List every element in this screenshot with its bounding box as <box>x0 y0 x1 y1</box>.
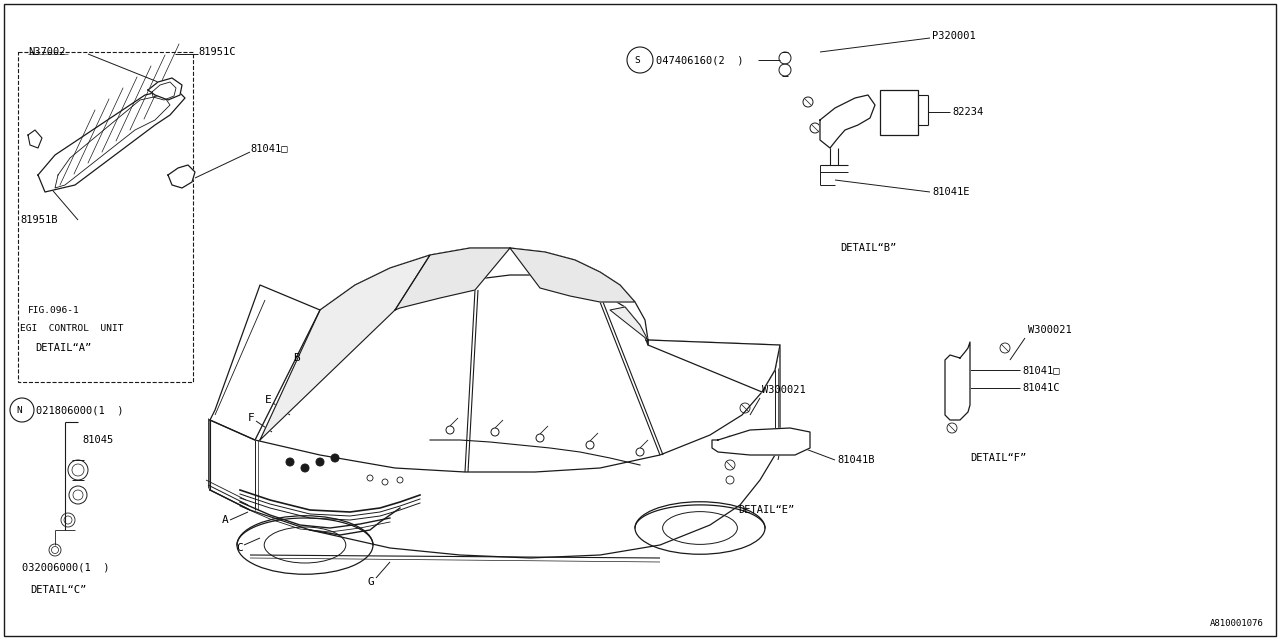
Text: 047406160(2  ): 047406160(2 ) <box>657 55 744 65</box>
Text: 81041C: 81041C <box>1021 383 1060 393</box>
Text: N37002: N37002 <box>28 47 65 57</box>
Text: 82234: 82234 <box>952 107 983 117</box>
Polygon shape <box>820 95 876 148</box>
Polygon shape <box>320 248 648 345</box>
Polygon shape <box>611 307 648 340</box>
Polygon shape <box>945 342 970 420</box>
Bar <box>881 90 918 135</box>
Polygon shape <box>210 285 320 440</box>
Circle shape <box>301 464 308 472</box>
Text: DETAIL“A”: DETAIL“A” <box>35 343 91 353</box>
Circle shape <box>316 458 324 466</box>
Text: 81041□: 81041□ <box>250 143 288 153</box>
Text: 81045: 81045 <box>82 435 113 445</box>
Text: 81951B: 81951B <box>20 215 58 225</box>
Text: 032006000(1  ): 032006000(1 ) <box>22 563 110 573</box>
Text: DETAIL“E”: DETAIL“E” <box>739 505 795 515</box>
Polygon shape <box>168 165 195 188</box>
Polygon shape <box>148 78 182 100</box>
Polygon shape <box>712 428 810 455</box>
Text: B: B <box>293 353 300 363</box>
Text: W300021: W300021 <box>1028 325 1071 335</box>
Text: 81951C: 81951C <box>198 47 236 57</box>
Text: DETAIL“C”: DETAIL“C” <box>29 585 86 595</box>
Polygon shape <box>38 88 186 192</box>
Circle shape <box>332 454 339 462</box>
Polygon shape <box>260 255 430 440</box>
Polygon shape <box>210 345 780 558</box>
Polygon shape <box>648 340 780 392</box>
Text: DETAIL“F”: DETAIL“F” <box>970 453 1027 463</box>
Text: 81041E: 81041E <box>932 187 969 197</box>
Text: W300021: W300021 <box>762 385 805 395</box>
Text: S: S <box>634 56 640 65</box>
Text: DETAIL“B”: DETAIL“B” <box>840 243 896 253</box>
Text: FIG.096-1: FIG.096-1 <box>28 305 79 314</box>
Text: N: N <box>15 406 22 415</box>
Text: A810001076: A810001076 <box>1210 619 1263 628</box>
Text: 81041□: 81041□ <box>1021 365 1060 375</box>
Circle shape <box>285 458 294 466</box>
Text: 81041B: 81041B <box>837 455 874 465</box>
Polygon shape <box>396 248 509 310</box>
Text: EGI  CONTROL  UNIT: EGI CONTROL UNIT <box>20 323 123 333</box>
Text: G: G <box>369 577 375 587</box>
Text: A: A <box>221 515 229 525</box>
Text: F: F <box>248 413 255 423</box>
Text: C: C <box>236 543 243 553</box>
Text: P320001: P320001 <box>932 31 975 41</box>
Text: 021806000(1  ): 021806000(1 ) <box>36 405 123 415</box>
Text: E: E <box>265 395 271 405</box>
Polygon shape <box>509 248 635 302</box>
Bar <box>18 52 193 382</box>
